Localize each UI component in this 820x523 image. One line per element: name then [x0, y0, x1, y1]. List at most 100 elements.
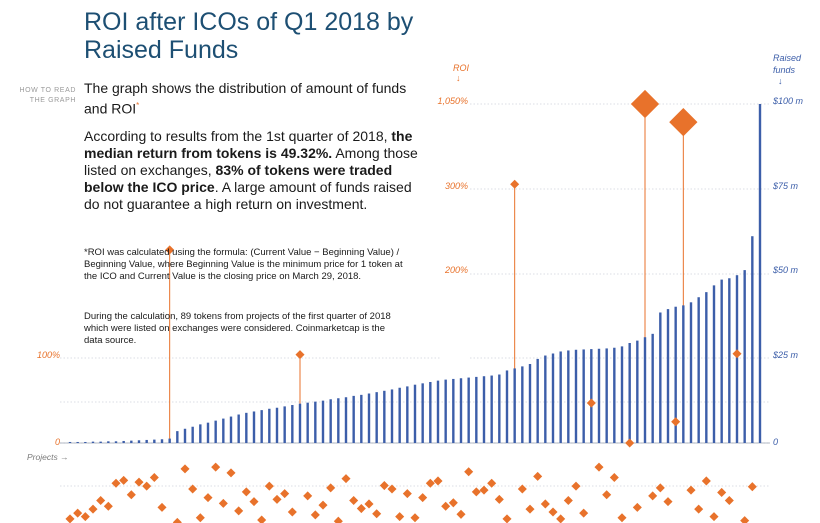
- roi-point: [402, 489, 412, 499]
- funds-bar: [329, 399, 332, 443]
- funds-bar: [252, 411, 256, 443]
- roi-point: [80, 512, 90, 522]
- roi-point: [111, 478, 121, 488]
- roi-point: [326, 483, 336, 493]
- funds-bar: [628, 343, 631, 443]
- funds-bar: [574, 349, 578, 443]
- funds-bar: [682, 305, 685, 443]
- funds-bar: [76, 441, 79, 443]
- funds-bar: [268, 408, 271, 443]
- roi-point: [303, 491, 313, 501]
- intro-sentence: The graph shows the distribution of amou…: [84, 80, 407, 117]
- roi-point: [188, 484, 198, 494]
- roi-tick-300: 300%: [444, 181, 468, 191]
- roi-point: [709, 512, 719, 522]
- funds-bar: [291, 405, 294, 443]
- roi-point: [694, 504, 704, 514]
- roi-point: [372, 509, 382, 519]
- roi-point: [241, 487, 251, 497]
- roi-point: [203, 493, 213, 503]
- funds-bar: [674, 306, 677, 443]
- funds-bar: [413, 384, 417, 443]
- funds-bar: [306, 402, 309, 443]
- roi-point: [410, 513, 420, 523]
- roi-point: [632, 502, 642, 512]
- roi-point: [433, 476, 443, 486]
- roi-point: [234, 506, 244, 516]
- roi-tick-0: 0: [54, 437, 60, 447]
- roi-point: [425, 478, 435, 488]
- funds-bar: [337, 398, 340, 443]
- funds-bar: [199, 424, 202, 443]
- funds-bar: [183, 428, 187, 443]
- funds-tick-75: $75 m: [773, 181, 799, 191]
- roi-point: [387, 484, 397, 494]
- funds-bar: [130, 440, 133, 443]
- roi-point: [571, 481, 581, 491]
- roi-point: [510, 179, 520, 189]
- roi-point: [563, 495, 573, 506]
- roi-point: [579, 508, 589, 518]
- funds-bar: [298, 403, 302, 443]
- roi-point: [364, 499, 374, 509]
- roi-point: [264, 481, 274, 491]
- funds-bar: [521, 366, 524, 443]
- roi-point: [172, 517, 182, 523]
- funds-bar: [536, 358, 539, 443]
- funds-bar: [122, 440, 125, 443]
- roi-point: [395, 512, 405, 522]
- roi-point: [732, 349, 742, 359]
- funds-bar: [84, 441, 87, 443]
- roi-tick-200: 200%: [444, 265, 468, 275]
- roi-point: [333, 516, 343, 523]
- funds-bar: [229, 416, 233, 443]
- funds-bar: [620, 346, 624, 443]
- projects-axis-label: Projects →: [27, 452, 69, 462]
- roi-point: [686, 485, 696, 495]
- roi-point: [157, 502, 167, 512]
- roi-point: [648, 491, 658, 501]
- roi-point: [663, 497, 673, 507]
- funds-bar: [751, 236, 754, 443]
- roi-point: [556, 514, 566, 523]
- funds-tick-50: $50 m: [773, 265, 799, 275]
- funds-bar: [597, 348, 601, 443]
- funds-bar: [429, 381, 432, 443]
- roi-point: [88, 504, 98, 514]
- projects-axis-text: Projects: [27, 452, 58, 462]
- funds-bar: [544, 355, 547, 443]
- roi-point: [287, 507, 297, 517]
- funds-bar: [145, 439, 148, 443]
- roi-point: [609, 472, 619, 483]
- funds-bar: [214, 420, 217, 443]
- funds-bar: [114, 441, 118, 443]
- funds-bar: [666, 309, 670, 443]
- funds-bar: [475, 376, 478, 443]
- funds-bar: [107, 441, 110, 443]
- funds-bar: [421, 383, 424, 443]
- funds-bar: [728, 278, 731, 443]
- roi-point: [586, 398, 596, 408]
- summary-part-1: According to results from the 1st quarte…: [84, 128, 392, 144]
- roi-point: [655, 483, 665, 493]
- funds-bar: [168, 438, 171, 443]
- how-to-read-line-1: HOW TO READ: [19, 87, 76, 94]
- roi-point: [272, 494, 282, 504]
- summary-part-3: . A large amount of funds raised do not …: [84, 179, 412, 212]
- funds-bar: [260, 410, 263, 443]
- roi-point: [747, 482, 757, 492]
- roi-point: [134, 477, 144, 487]
- roi-point: [540, 499, 550, 509]
- roi-point: [464, 467, 474, 477]
- summary-part-2: Among those listed on exchanges,: [84, 145, 418, 178]
- roi-point: [625, 438, 635, 448]
- roi-point: [310, 510, 320, 520]
- funds-bar: [160, 439, 164, 443]
- roi-point: [149, 472, 159, 483]
- roi-point: [494, 494, 504, 504]
- roi-point: [341, 474, 351, 484]
- funds-bar: [344, 397, 348, 443]
- funds-bar: [567, 350, 570, 443]
- roi-point: [502, 514, 512, 523]
